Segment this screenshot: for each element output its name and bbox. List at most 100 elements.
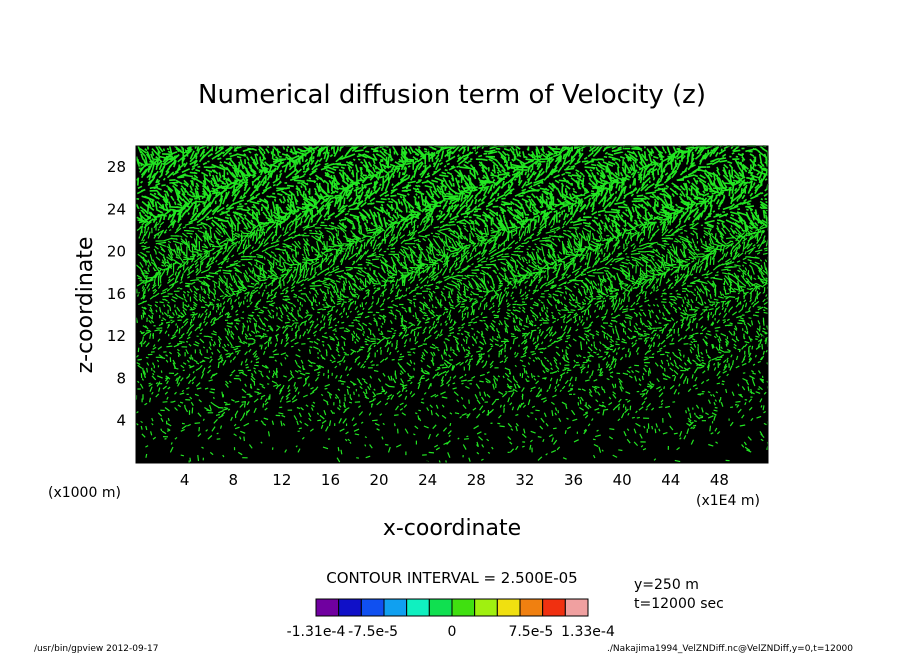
colorbar-swatch [451, 598, 476, 617]
x-axis-label: x-coordinate [383, 516, 521, 541]
contour-line [137, 268, 768, 289]
y-axis: 4 8 12 16 20 24 28 [107, 158, 768, 430]
footer-left: /usr/bin/gpview 2012-09-17 [34, 644, 158, 654]
contour-line [139, 225, 764, 247]
colorbar-tick-label: 1.33e-4 [561, 624, 615, 640]
contour-line [140, 259, 769, 280]
colorbar-swatch [338, 598, 362, 617]
contour-line [140, 367, 756, 380]
x-tick-label: 28 [467, 471, 486, 489]
colorbar-swatch [360, 598, 385, 617]
contour-line [141, 262, 769, 283]
contour-line [137, 359, 756, 371]
contour-line [140, 164, 769, 186]
contour-line [161, 317, 752, 329]
x-tick-label: 24 [418, 471, 437, 489]
colorbar-tick-labels: -1.31e-4 -7.5e-5 0 7.5e-5 1.33e-4 [287, 624, 615, 640]
colorbar-swatch [383, 598, 408, 617]
contour-line [169, 446, 557, 458]
contour-line [170, 439, 745, 450]
contour-line [139, 415, 769, 427]
colorbar-swatch [406, 598, 430, 617]
contour-line [140, 309, 759, 321]
contour-line [149, 386, 761, 398]
contour-line [139, 232, 767, 255]
contour-line [164, 401, 763, 414]
contour-line [141, 397, 763, 409]
colorbar-swatch [474, 598, 498, 617]
annotation-t: t=12000 sec [634, 596, 724, 612]
annotation-y: y=250 m [634, 577, 699, 593]
x-axis: 4 8 12 16 20 24 28 32 36 40 44 48 [180, 146, 729, 489]
contour-line [160, 404, 765, 417]
contour-line [137, 243, 768, 265]
contour-line [155, 391, 753, 402]
contour-line [145, 444, 751, 453]
contour-line [156, 322, 766, 335]
contour-line [139, 158, 769, 181]
colorbar-tick-label: -1.31e-4 [287, 624, 346, 640]
x-tick-label: 48 [710, 471, 729, 489]
x-tick-label: 16 [321, 471, 340, 489]
contour-line [140, 420, 746, 432]
contour-line [135, 352, 757, 363]
x-tick-label: 4 [180, 471, 190, 489]
contour-line [141, 336, 767, 347]
contour-line [141, 341, 769, 353]
contour-line [180, 451, 618, 462]
y-axis-label: z-coordinate [73, 237, 98, 374]
contour-line [151, 388, 767, 400]
contour-line [136, 275, 767, 296]
contour-line [137, 148, 769, 170]
contour-line [139, 377, 740, 390]
x-tick-label: 12 [272, 471, 291, 489]
x-tick-label: 8 [228, 471, 238, 489]
contour-line [271, 444, 769, 455]
contour-line [140, 167, 766, 189]
colorbar-tick-label: -7.5e-5 [348, 624, 398, 640]
contour-line [144, 370, 764, 382]
x-tick-label: 20 [370, 471, 389, 489]
contour-line [141, 428, 765, 439]
colorbar [315, 598, 589, 617]
contour-line [137, 383, 760, 395]
contour-line [142, 304, 766, 316]
contour-line [138, 201, 766, 223]
footer-right: ./Nakajima1994_VelZNDiff.nc@VelZNDiff,y=… [607, 644, 853, 654]
y-tick-label: 16 [107, 285, 126, 303]
colorbar-tick-label: 0 [448, 624, 457, 640]
contour-line [141, 283, 769, 295]
y-tick-label: 24 [107, 200, 126, 218]
contour-line [215, 410, 704, 421]
contour-line [152, 433, 764, 444]
y-tick-label: 20 [107, 243, 126, 261]
contour-line [144, 399, 747, 411]
y-tick-label: 12 [107, 327, 126, 345]
x-tick-label: 40 [613, 471, 632, 489]
x-unit-right: (x1E4 m) [696, 493, 760, 509]
contour-lines [135, 145, 769, 464]
contour-line [143, 364, 761, 377]
contour-line [160, 424, 696, 434]
plot-frame [135, 145, 769, 464]
contour-line [135, 311, 765, 324]
contour-line [141, 373, 765, 385]
contour-line [142, 295, 766, 308]
contour-line [137, 346, 768, 357]
x-tick-label: 36 [564, 471, 583, 489]
y-tick-label: 28 [107, 158, 126, 176]
contour-interval: CONTOUR INTERVAL = 2.500E-05 [326, 569, 577, 587]
plot-area [135, 145, 769, 464]
contour-line [136, 314, 765, 326]
contour-line [149, 333, 769, 345]
contour-line [142, 306, 769, 319]
colorbar-swatch [428, 598, 453, 617]
x-tick-label: 44 [661, 471, 680, 489]
contour-line [151, 412, 762, 423]
contour-line [141, 230, 765, 251]
contour-line [138, 298, 769, 311]
colorbar-swatch [496, 598, 521, 617]
contour-line [142, 330, 764, 342]
contour-line [148, 381, 769, 392]
